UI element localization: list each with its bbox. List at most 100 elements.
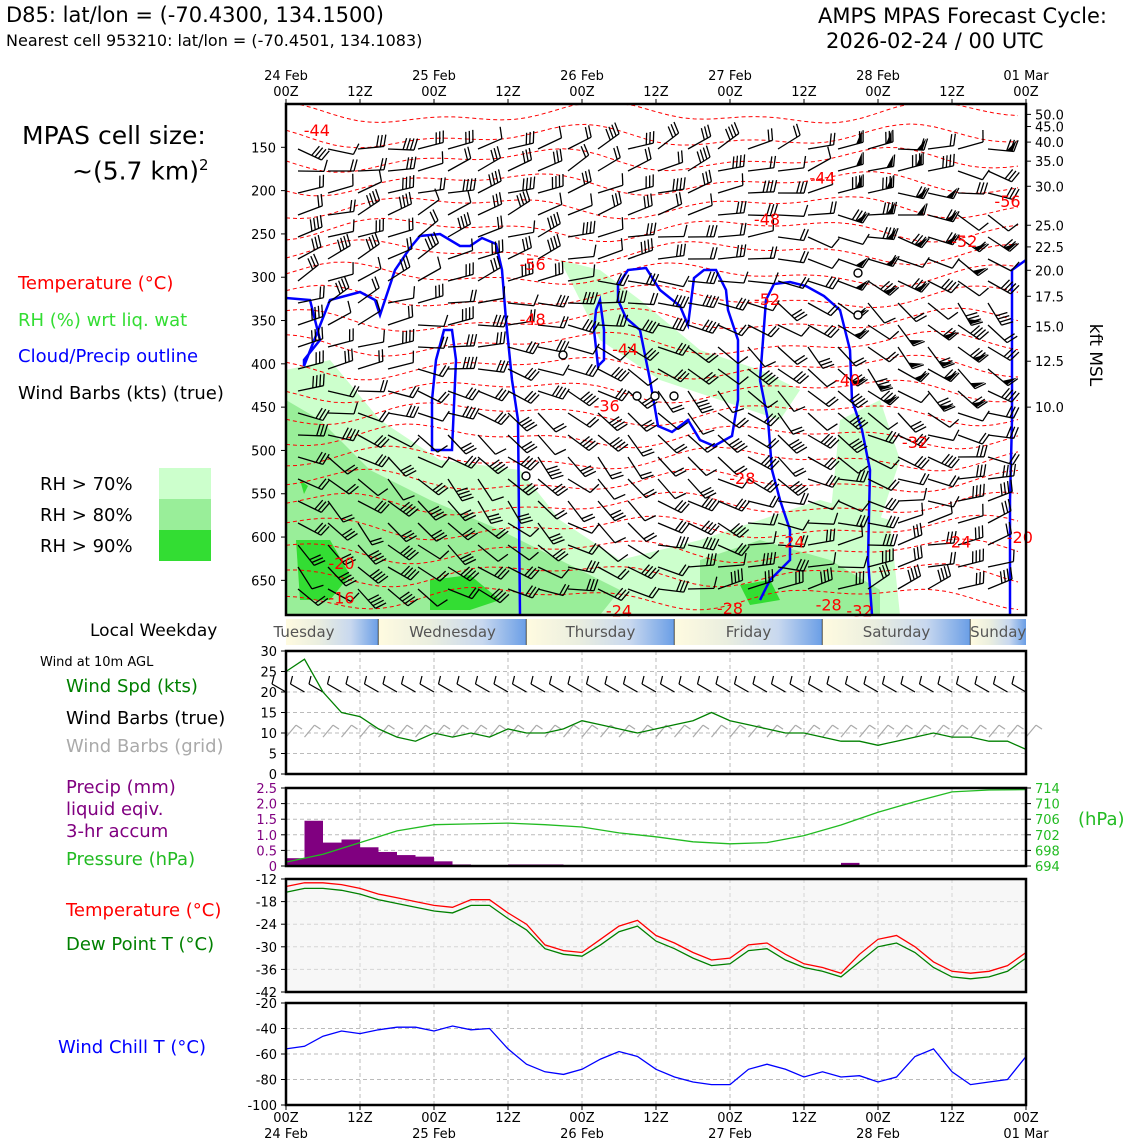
wind-barb-staff — [867, 434, 893, 444]
wind-barb-feather — [352, 429, 360, 441]
wind-barb — [597, 388, 630, 402]
wind-barb-feather — [611, 124, 617, 137]
surface-wind-barb-feather — [474, 675, 479, 685]
wind-barb-staff — [597, 184, 624, 194]
grid-wind-barb-staff — [470, 724, 482, 738]
wind-ytick-label: 5 — [269, 748, 277, 763]
wind-barb-feather — [471, 588, 480, 600]
wind-barb — [357, 434, 390, 449]
wind-barb-feather — [469, 178, 473, 191]
wind-barb-feather — [431, 529, 443, 537]
wind-barb-feather — [349, 385, 357, 397]
wind-barb-staff — [717, 212, 744, 216]
wind-barb-feather — [582, 438, 593, 447]
wind-barb-staff — [357, 456, 383, 468]
wind-barb-feather — [640, 448, 653, 454]
wind-barb-feather — [673, 369, 684, 379]
wind-barb — [867, 324, 900, 340]
wind-barb-feather — [792, 483, 803, 492]
grid-wind-barb — [914, 724, 932, 738]
precip-legend-3: 3-hr accum — [66, 821, 169, 842]
wind-barb-feather — [470, 458, 480, 469]
top-hour-label: 12Z — [939, 85, 965, 100]
wind-barb-feather — [562, 341, 570, 353]
wind-barb-feather — [947, 311, 959, 320]
wind-barb-feather — [799, 534, 805, 547]
wind-barb-feather — [1009, 242, 1020, 252]
wind-barb-feather — [944, 455, 954, 466]
wind-barb-feather — [643, 347, 654, 358]
wind-barb-feather — [945, 155, 948, 168]
wind-barb — [657, 536, 689, 549]
wind-barb-feather — [439, 550, 450, 560]
wind-barb-staff — [567, 544, 593, 556]
weekday-name: Friday — [726, 623, 772, 641]
wind-barb-feather — [582, 468, 594, 475]
precip-ytick-label: 1.5 — [256, 813, 277, 828]
surface-wind-barb-staff — [641, 683, 657, 693]
wind-barb-feather — [915, 186, 923, 198]
surface-wind-barb-feather — [289, 675, 294, 685]
wind-barb-feather — [620, 371, 630, 382]
wind-barb-feather — [682, 275, 690, 287]
wind-barb-feather — [580, 465, 592, 472]
surface-wind-barb — [881, 675, 897, 693]
wind-barb-staff — [687, 478, 706, 499]
wind-barb — [807, 132, 836, 150]
wind-barb — [777, 302, 808, 322]
wind-barb-feather — [675, 342, 683, 354]
wind-barb-feather — [347, 349, 350, 362]
wind-barb — [687, 536, 720, 551]
wind-barb — [387, 350, 415, 370]
wind-barb-feather — [881, 564, 888, 577]
wind-barb-feather — [880, 280, 890, 290]
wind-barb-feather — [311, 584, 324, 590]
wind-barb-feather — [793, 371, 804, 380]
wind-barb-feather — [430, 233, 437, 246]
temperature-line — [285, 882, 1027, 974]
wind-barb-staff — [537, 368, 564, 376]
wind-barb — [777, 478, 809, 496]
wind-barb-feather — [317, 148, 327, 159]
wind-barb-feather — [916, 546, 920, 559]
wind-barb-staff — [657, 255, 684, 260]
wind-barb-feather — [503, 331, 506, 344]
wind-barb-staff — [777, 522, 804, 531]
wind-barb-feather — [643, 240, 647, 253]
wind-barb-staff — [387, 316, 413, 326]
wind-barb-staff — [657, 412, 679, 431]
wind-barb-feather — [796, 181, 801, 194]
wind-barb-feather — [343, 517, 355, 523]
wind-barb — [657, 294, 690, 309]
wind-barb — [717, 222, 747, 238]
wind-barb — [447, 212, 472, 238]
wind-barb-feather — [1007, 170, 1017, 181]
wind-barb-feather — [767, 129, 770, 142]
wind-barb-staff — [807, 539, 834, 546]
wind-barb-staff — [567, 346, 594, 355]
wind-barb — [747, 513, 779, 526]
wind-barb-feather — [499, 360, 506, 373]
wind-barb-feather — [828, 398, 839, 408]
wind-barb-staff — [597, 249, 623, 260]
wind-barb-feather — [402, 137, 408, 150]
grid-wind-barb — [711, 724, 728, 738]
wind-barb — [357, 522, 384, 546]
wind-barb-feather — [734, 542, 744, 554]
wind-barb — [627, 346, 660, 362]
wind-barb-feather — [312, 375, 315, 388]
wind-barb-feather — [405, 255, 411, 268]
wind-barb-staff — [867, 302, 886, 324]
wind-barb — [867, 129, 894, 150]
surface-wind-barb — [752, 675, 768, 693]
wind-barb-staff — [327, 456, 349, 475]
chill-ytick-label: -20 — [256, 997, 277, 1012]
wind-barb-staff — [537, 522, 554, 545]
wind-barb — [837, 570, 865, 590]
wind-barb-staff — [837, 141, 864, 150]
pressure-line — [285, 788, 1027, 863]
wind-barb-feather — [915, 315, 927, 323]
wind-barb-feather — [432, 482, 443, 491]
wind-barb-feather — [583, 143, 590, 156]
wind-barb-feather — [673, 443, 685, 451]
